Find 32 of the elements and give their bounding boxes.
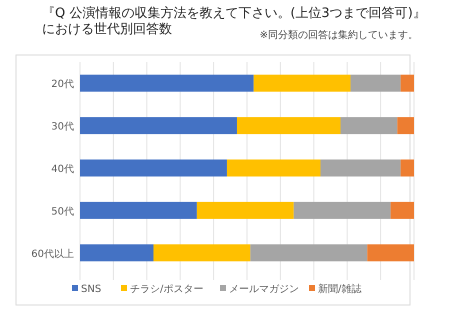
bar [350, 74, 401, 92]
bar [397, 117, 414, 134]
chart-title: 『Q 公演情報の収集方法を教えて下さい。(上位3つまで回答可)』 [42, 5, 426, 21]
bar [320, 160, 401, 176]
legend-label: 新聞/雑誌 [318, 283, 362, 295]
bar [400, 74, 414, 92]
chart-subtitle: における世代別回答数 [42, 22, 172, 37]
bar [80, 160, 227, 176]
bar [400, 160, 414, 176]
bar [367, 244, 414, 262]
bar [390, 202, 414, 219]
legend-label: チラシ/ポスター [130, 284, 204, 295]
bar [80, 202, 197, 219]
y-tick-label: 20代 [51, 79, 74, 90]
bar [80, 74, 254, 92]
bar [294, 202, 391, 219]
bar [196, 202, 294, 219]
bar [153, 244, 250, 262]
bar [254, 74, 351, 92]
bar [80, 117, 237, 134]
bar [340, 117, 398, 134]
legend-label: メールマガジン [229, 284, 299, 295]
bar [226, 160, 320, 176]
text: ※同分類の回答は集約しています。 [260, 29, 418, 41]
y-tick-label: 40代 [51, 164, 74, 175]
y-tick-label: 50代 [51, 206, 74, 218]
bar [80, 244, 154, 262]
y-tick-label: 30代 [51, 122, 74, 133]
bar [236, 117, 341, 134]
bar [250, 244, 368, 262]
y-tick-label: 60代以上 [31, 248, 74, 260]
legend-label: SNS [81, 284, 102, 295]
